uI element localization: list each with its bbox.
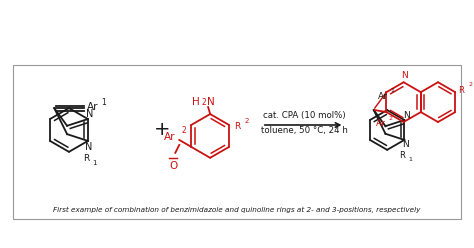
Text: 1: 1: [409, 157, 412, 162]
Text: 1: 1: [391, 88, 394, 93]
Text: Ar: Ar: [87, 102, 99, 112]
Text: Ar: Ar: [164, 132, 175, 142]
Text: First example of combination of benzimidazole and quinoline rings at 2- and 3-po: First example of combination of benzimid…: [53, 207, 421, 213]
Text: 1: 1: [92, 160, 97, 166]
Text: 2: 2: [245, 118, 249, 124]
Text: N: N: [403, 111, 410, 120]
Text: N: N: [85, 142, 92, 152]
Text: 2: 2: [202, 98, 207, 107]
Text: 1: 1: [101, 98, 106, 107]
Text: R: R: [458, 86, 464, 95]
Text: +: +: [154, 121, 171, 139]
Text: R: R: [83, 154, 89, 163]
Text: N: N: [86, 109, 93, 119]
Text: N: N: [207, 97, 215, 107]
Text: N: N: [402, 140, 409, 149]
Text: 2: 2: [468, 82, 472, 87]
Bar: [13, 65, 461, 219]
Text: 2: 2: [389, 116, 392, 121]
Text: R: R: [234, 123, 240, 131]
Text: 2: 2: [182, 126, 187, 135]
Text: N: N: [401, 71, 408, 80]
Text: cat. CPA (10 mol%): cat. CPA (10 mol%): [263, 111, 346, 120]
Text: Ar: Ar: [378, 92, 388, 101]
Text: O: O: [169, 161, 177, 171]
Text: H: H: [192, 97, 200, 107]
Text: R: R: [400, 151, 405, 160]
Text: toluene, 50 °C, 24 h: toluene, 50 °C, 24 h: [261, 126, 348, 135]
Text: Ar: Ar: [376, 120, 386, 128]
